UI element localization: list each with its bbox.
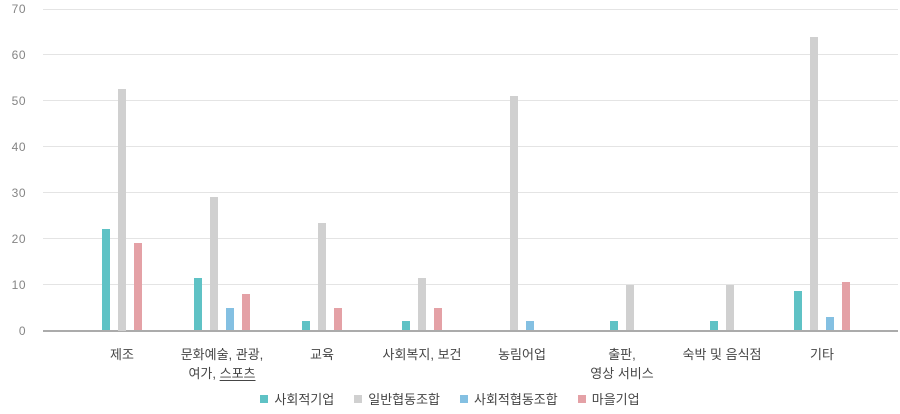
- gridline: [43, 284, 898, 286]
- bar-일반협동조합: [210, 197, 218, 331]
- y-tick-label: 20: [11, 231, 26, 246]
- bar-사회적기업: [302, 321, 310, 331]
- bar-마을기업: [434, 307, 442, 331]
- legend-label: 사회적기업: [274, 392, 335, 407]
- x-category-label: 숙박 및 음식점: [682, 347, 762, 362]
- bar-일반협동조합: [418, 277, 426, 331]
- bar-사회적기업: [794, 291, 802, 331]
- y-tick-label: 0: [18, 323, 26, 338]
- legend: 사회적기업 일반협동조합 사회적협동조합 마을기업: [0, 389, 900, 408]
- bar-사회적협동조합: [826, 316, 834, 331]
- bar-마을기업: [842, 282, 850, 331]
- x-category-label: 교육: [310, 347, 334, 362]
- x-category-label: 농림어업: [498, 347, 546, 362]
- bar-일반협동조합: [810, 36, 818, 331]
- legend-label: 일반협동조합: [368, 392, 440, 407]
- legend-label: 사회적협동조합: [474, 392, 558, 407]
- x-category-label: 제조: [110, 347, 134, 362]
- bar-사회적기업: [710, 321, 718, 331]
- bar-사회적기업: [102, 229, 110, 331]
- bar-사회적기업: [194, 277, 202, 331]
- y-tick-label: 50: [11, 93, 26, 108]
- bar-마을기업: [134, 243, 142, 331]
- x-category-label: 사회복지, 보건: [382, 347, 462, 362]
- bar-사회적기업: [402, 321, 410, 331]
- y-tick-label: 10: [11, 277, 26, 292]
- y-tick-label: 40: [11, 139, 26, 154]
- legend-item: 사회적기업: [260, 389, 334, 408]
- y-tick-label: 30: [11, 185, 26, 200]
- legend-item: 사회적협동조합: [460, 389, 558, 408]
- bar-사회적협동조합: [526, 321, 534, 331]
- legend-item: 일반협동조합: [354, 389, 440, 408]
- gridline: [43, 8, 898, 10]
- gridline: [43, 238, 898, 240]
- bar-일반협동조합: [626, 284, 634, 331]
- bar-일반협동조합: [118, 89, 126, 331]
- gridline: [43, 192, 898, 194]
- x-axis-line: [43, 329, 898, 332]
- legend-marker-icon: [460, 394, 468, 403]
- legend-label: 마을기업: [591, 392, 640, 407]
- legend-marker-icon: [260, 394, 269, 403]
- x-category-label: 출판, 영상 서비스: [590, 347, 654, 381]
- y-tick-label: 70: [11, 2, 26, 16]
- legend-marker-icon: [354, 394, 363, 403]
- bar-일반협동조합: [318, 222, 326, 331]
- legend-marker-icon: [577, 394, 586, 403]
- gridline: [43, 54, 898, 56]
- bar-마을기업: [242, 293, 250, 331]
- bar-마을기업: [334, 307, 342, 331]
- bar-일반협동조합: [510, 96, 518, 331]
- gridline: [43, 100, 898, 102]
- x-category-label: 기타: [810, 347, 834, 362]
- bar-사회적협동조합: [226, 307, 234, 331]
- bar-사회적기업: [610, 321, 618, 331]
- legend-item: 마을기업: [577, 389, 640, 408]
- x-category-label: 문화예술, 관광, 여가, 스포츠: [180, 347, 264, 381]
- bar-일반협동조합: [726, 284, 734, 331]
- y-tick-label: 60: [11, 47, 26, 62]
- gridline: [43, 146, 898, 148]
